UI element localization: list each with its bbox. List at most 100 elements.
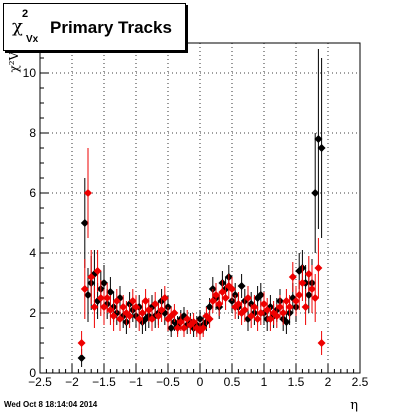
data-point xyxy=(196,315,204,323)
x-tick-label: −2.5 xyxy=(28,375,52,389)
data-point xyxy=(205,315,214,323)
data-point xyxy=(218,288,227,296)
x-tick-label: −0.5 xyxy=(156,375,180,389)
title-superscript: 2 xyxy=(22,8,29,20)
data-point xyxy=(295,291,304,299)
x-tick-label: 1.5 xyxy=(288,375,305,389)
data-point xyxy=(260,300,268,308)
data-point xyxy=(106,288,115,296)
y-tick-label: 8 xyxy=(29,126,36,140)
data-point xyxy=(311,294,320,302)
data-point xyxy=(125,312,134,320)
data-point xyxy=(208,297,217,305)
data-point xyxy=(189,318,198,326)
data-point xyxy=(119,303,128,311)
data-point xyxy=(215,300,224,308)
timestamp: Wed Oct 8 18:14:04 2014 xyxy=(4,400,98,409)
x-tick-label: 1 xyxy=(261,375,268,389)
data-point xyxy=(240,306,249,314)
data-point xyxy=(276,303,284,311)
chart-title: Primary Tracks xyxy=(50,18,172,37)
data-point xyxy=(266,315,275,323)
data-point xyxy=(314,135,323,143)
data-point xyxy=(279,309,288,317)
data-point xyxy=(199,324,208,332)
data-point xyxy=(135,315,144,323)
data-point xyxy=(103,294,112,302)
data-point xyxy=(205,303,214,311)
data-point xyxy=(247,312,256,320)
data-point xyxy=(90,303,99,311)
x-tick-label: −2 xyxy=(65,375,79,389)
data-point xyxy=(212,291,220,299)
data-point xyxy=(256,291,265,299)
data-point xyxy=(256,309,265,317)
data-point xyxy=(176,318,185,326)
data-point xyxy=(144,306,153,314)
title-subscript: Vx xyxy=(26,34,39,45)
data-point xyxy=(141,297,150,305)
data-point xyxy=(314,264,323,272)
data-point xyxy=(282,297,291,305)
data-point xyxy=(100,279,108,287)
data-point xyxy=(173,324,182,332)
data-point xyxy=(311,189,320,197)
title-chi-symbol: χ xyxy=(12,16,23,37)
data-point xyxy=(100,303,108,311)
data-point xyxy=(308,285,316,293)
data-point xyxy=(116,315,124,323)
data-point xyxy=(282,318,291,326)
title-box: χ 2 Vx Primary Tracks xyxy=(3,3,186,51)
data-point xyxy=(148,315,156,323)
data-point xyxy=(234,300,243,308)
data-point xyxy=(84,291,92,299)
x-tick-label: 2.5 xyxy=(352,375,369,389)
data-point xyxy=(317,144,326,152)
y-tick-label: 4 xyxy=(29,246,36,260)
data-point xyxy=(301,303,310,311)
data-point xyxy=(112,297,121,305)
data-point xyxy=(77,339,86,347)
data-point xyxy=(160,294,169,302)
data-point xyxy=(244,294,252,302)
series-1 xyxy=(77,148,326,355)
data-point xyxy=(167,324,176,332)
data-point xyxy=(272,312,281,320)
data-point xyxy=(128,297,137,305)
data-point xyxy=(250,303,259,311)
data-point xyxy=(298,279,307,287)
data-point xyxy=(304,270,313,278)
y-tick-label: 0 xyxy=(29,366,36,380)
data-point xyxy=(151,300,160,308)
data-point xyxy=(288,273,297,281)
x-tick-label: −1.5 xyxy=(92,375,116,389)
data-point xyxy=(93,267,102,275)
data-point xyxy=(253,315,262,323)
data-point xyxy=(317,339,326,347)
data-point xyxy=(183,315,192,323)
x-tick-label: −1 xyxy=(129,375,143,389)
data-point xyxy=(84,189,92,197)
data-point xyxy=(285,303,294,311)
y-tick-label: 2 xyxy=(29,306,36,320)
series-0 xyxy=(77,49,326,367)
data-point xyxy=(170,309,179,317)
data-point xyxy=(154,312,163,320)
data-point xyxy=(109,312,118,320)
axes: −2.5 −2 −1.5 −1 −0.5 0 0.5 1 1.5 2 2.5 0 2 4 6 8 10 η χ²Vx xyxy=(7,42,369,413)
data-point xyxy=(96,294,105,302)
data-point xyxy=(157,306,166,314)
data-point xyxy=(263,306,272,314)
data-point xyxy=(87,273,96,281)
data-point xyxy=(77,354,86,362)
data-point xyxy=(221,294,230,302)
data-point xyxy=(292,297,300,305)
data-point xyxy=(80,285,89,293)
data-point xyxy=(180,324,188,332)
data-point xyxy=(237,282,246,290)
data-point xyxy=(106,306,115,314)
data-point xyxy=(80,219,89,227)
data-point xyxy=(138,309,147,317)
y-tick-label: 10 xyxy=(23,66,37,80)
